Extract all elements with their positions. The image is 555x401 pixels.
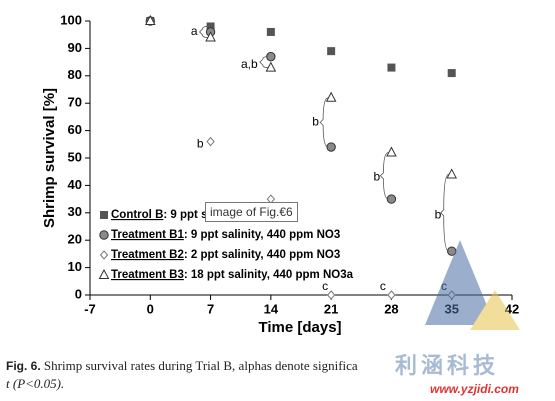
point xyxy=(206,136,215,147)
y-tick-label: 20 xyxy=(68,232,82,247)
legend-detail: : 9 ppt salinity, 440 ppm NO3 xyxy=(184,229,340,241)
annotation: c xyxy=(380,279,386,293)
bracket xyxy=(440,174,449,252)
legend-entry: Treatment B1: 9 ppt salinity, 440 ppm NO… xyxy=(111,229,340,241)
caption-label: Fig. 6. xyxy=(6,359,41,373)
tooltip: image of Fig.€6 xyxy=(205,202,298,222)
legend-name: Treatment B2 xyxy=(111,249,184,261)
point xyxy=(98,268,110,279)
point xyxy=(325,91,337,102)
x-tick-label: -7 xyxy=(84,301,96,316)
legend-detail: : 2 ppt salinity, 440 ppm NO3 xyxy=(184,249,340,261)
caption: Fig. 6. Shrimp survival rates during Tri… xyxy=(6,358,358,374)
y-tick-label: 70 xyxy=(68,95,82,110)
annotation: b xyxy=(197,136,204,150)
point xyxy=(386,146,397,157)
annotation: c xyxy=(322,279,328,293)
point xyxy=(446,168,458,179)
y-axis-title: Shrimp survival [%] xyxy=(41,88,58,228)
legend-entry: Treatment B2: 2 ppt salinity, 440 ppm NO… xyxy=(111,249,340,261)
y-tick-label: 80 xyxy=(68,67,82,82)
y-tick-label: 30 xyxy=(68,204,82,219)
decor xyxy=(262,144,290,188)
point xyxy=(99,230,109,240)
y-tick-label: 0 xyxy=(75,286,82,301)
bracket xyxy=(259,56,268,68)
point xyxy=(99,250,109,260)
caption-text: Shrimp survival rates during Trial B, al… xyxy=(43,358,358,373)
point xyxy=(386,194,397,204)
annotation: b xyxy=(373,169,380,183)
point xyxy=(387,63,396,72)
bracket xyxy=(319,97,329,148)
y-tick-label: 100 xyxy=(60,12,82,27)
annotation: b xyxy=(435,208,442,222)
x-tick-label: 0 xyxy=(147,301,154,316)
point xyxy=(205,31,216,42)
annotation: a,b xyxy=(241,57,258,71)
y-tick-label: 60 xyxy=(68,122,82,137)
y-tick-label: 90 xyxy=(68,40,82,55)
point xyxy=(100,211,108,219)
annotation: b xyxy=(312,115,319,129)
point xyxy=(266,27,275,36)
point xyxy=(206,22,215,31)
legend-detail: : 9 ppt sa xyxy=(163,209,214,221)
legend-entry: Treatment B3: 18 ppt salinity, 440 ppm N… xyxy=(111,269,354,281)
y-tick-label: 40 xyxy=(68,177,82,192)
bracket xyxy=(199,26,208,38)
legend-name: Control B xyxy=(111,209,163,221)
annotation: a xyxy=(191,24,198,38)
point xyxy=(387,290,396,300)
watermark-url: www.yzjidi.com xyxy=(430,382,519,396)
x-tick-label: 7 xyxy=(207,301,214,316)
point xyxy=(144,14,156,25)
watermark-logo xyxy=(425,240,520,330)
legend-detail: : 18 ppt salinity, 440 ppm NO3a xyxy=(184,269,354,281)
point xyxy=(327,47,336,56)
point xyxy=(447,69,456,78)
point xyxy=(326,142,336,152)
x-tick-label: 14 xyxy=(264,301,279,316)
x-tick-label: 21 xyxy=(324,301,338,316)
y-tick-label: 50 xyxy=(68,149,82,164)
point xyxy=(265,61,277,72)
x-tick-label: 28 xyxy=(384,301,398,316)
x-axis-title: Time [days] xyxy=(258,319,341,336)
y-tick-label: 10 xyxy=(68,259,82,274)
legend-entry: Control B: 9 ppt sa xyxy=(111,209,214,221)
legend-name: Treatment B3 xyxy=(111,269,184,281)
caption-line2: t (P<0.05). xyxy=(6,376,65,391)
watermark-brand: 利涵科技 xyxy=(395,353,500,378)
point xyxy=(326,290,336,300)
legend-name: Treatment B1 xyxy=(111,229,184,241)
bracket xyxy=(379,152,389,200)
point xyxy=(266,51,276,62)
